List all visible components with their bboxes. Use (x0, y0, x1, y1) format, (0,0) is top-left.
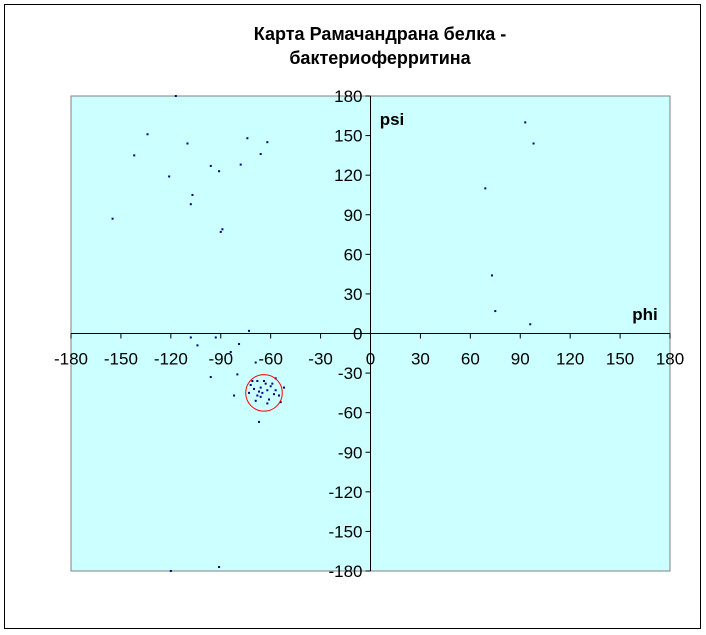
data-point (254, 361, 257, 364)
chart-title: Карта Рамачандрана белка - бактериоферри… (200, 22, 560, 70)
data-point (174, 95, 177, 97)
x-tick-label: -120 (154, 350, 188, 369)
data-point (490, 274, 493, 277)
data-point (264, 382, 267, 385)
data-point (261, 391, 264, 394)
x-tick-label: -60 (258, 350, 283, 369)
y-tick-label: -60 (338, 404, 363, 423)
data-point (209, 164, 212, 167)
data-point (266, 389, 269, 392)
data-point (266, 402, 269, 405)
x-tick-label: -90 (208, 350, 233, 369)
data-point (169, 570, 172, 572)
data-point (272, 393, 275, 396)
y-tick-label: 180 (334, 87, 362, 106)
x-tick-label: 90 (511, 350, 530, 369)
data-point (256, 394, 259, 397)
data-points (111, 95, 535, 572)
x-tick-labels: -180 -150 -120 -90 -60 -30 0 30 60 90 120 150 180 (54, 333, 684, 369)
data-point (484, 187, 487, 190)
data-point (268, 398, 271, 401)
data-point (249, 383, 252, 386)
data-point (269, 385, 272, 388)
data-point (111, 217, 114, 220)
data-point (259, 386, 262, 389)
data-point (196, 344, 199, 347)
data-point (258, 420, 261, 423)
x-axis-label: phi (632, 305, 658, 324)
data-point (236, 373, 239, 376)
y-tick-label: 30 (344, 285, 363, 304)
data-point (146, 133, 149, 136)
data-point (256, 380, 259, 382)
data-point (239, 163, 242, 166)
data-point (254, 399, 257, 402)
x-tick-label: -180 (54, 350, 88, 369)
data-point (529, 323, 532, 326)
data-point (189, 203, 192, 206)
data-point (494, 310, 497, 313)
data-point (271, 382, 274, 385)
data-point (248, 329, 251, 332)
chart-title-line-2: бактериоферритина (289, 48, 471, 68)
x-tick-label: 180 (656, 350, 684, 369)
y-tick-label: 120 (334, 166, 362, 185)
data-point (524, 121, 527, 124)
data-point (246, 137, 249, 140)
x-tick-label: 0 (366, 350, 375, 369)
highlight-circle (245, 374, 283, 412)
data-point (189, 336, 192, 339)
data-point (214, 336, 217, 339)
data-point (279, 401, 282, 404)
data-point (186, 142, 189, 145)
x-tick-label: -150 (104, 350, 138, 369)
y-axis-label: psi (380, 110, 405, 129)
data-point (277, 394, 280, 397)
data-point (168, 175, 171, 178)
y-tick-label: 60 (344, 245, 363, 264)
data-point (282, 386, 285, 389)
y-tick-label: -30 (338, 364, 363, 383)
data-point (221, 228, 224, 231)
x-tick-label: 120 (556, 350, 584, 369)
x-tick-label: 150 (606, 350, 634, 369)
data-point (263, 380, 266, 382)
data-point (191, 193, 194, 196)
y-tick-label: -120 (328, 483, 362, 502)
y-tick-label: -180 (328, 562, 362, 581)
data-point (229, 350, 232, 353)
data-point (233, 394, 236, 397)
chart-title-line-1: Карта Рамачандрана белка - (253, 24, 507, 44)
data-point (266, 141, 269, 144)
data-point (259, 153, 262, 156)
data-point (238, 343, 241, 346)
x-tick-label: -30 (308, 350, 333, 369)
y-tick-label: -90 (338, 443, 363, 462)
data-point (258, 390, 261, 393)
data-point (219, 230, 222, 233)
y-tick-label: 150 (334, 127, 362, 146)
data-point (259, 395, 262, 398)
data-point (218, 566, 221, 569)
x-tick-label: 60 (461, 350, 480, 369)
data-point (248, 391, 251, 394)
data-point (133, 154, 136, 157)
y-tick-label: 90 (344, 206, 363, 225)
y-tick-labels: 180 150 120 90 60 30 0 -30 -60 -90 -120 -150 -180 (328, 87, 371, 581)
data-point (251, 380, 254, 382)
data-point (274, 389, 277, 392)
data-point (253, 387, 256, 390)
data-point (209, 376, 212, 379)
x-tick-label: 30 (411, 350, 430, 369)
data-point (218, 170, 221, 173)
y-tick-label: -150 (328, 522, 362, 541)
data-point (532, 142, 535, 145)
y-tick-label: 0 (353, 325, 362, 344)
